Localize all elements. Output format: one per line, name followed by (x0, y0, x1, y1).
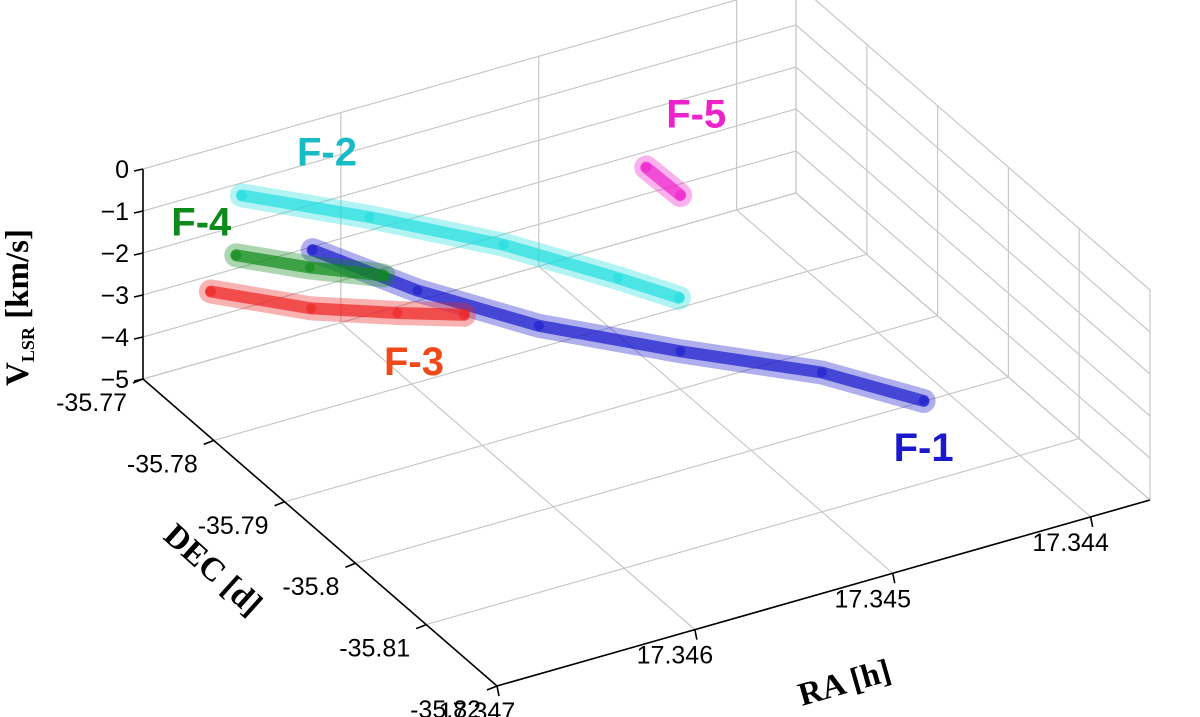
x-tick-mark (891, 573, 896, 584)
series-f-4 (224, 243, 396, 288)
y-tick-mark (415, 623, 427, 630)
floor-grid-ra-1 (340, 322, 696, 631)
z-tick-label: −3 (100, 282, 129, 310)
z-tick-mark (133, 210, 144, 214)
series-tube-core (204, 285, 470, 321)
back-wall-horizontal-3 (142, 108, 797, 296)
series-point (816, 367, 827, 378)
y-tick-label: -35.79 (198, 512, 269, 540)
z-tick-mark (133, 294, 144, 298)
z-tick-label: −4 (100, 324, 129, 352)
right-wall-horizontal-5 (795, 192, 1151, 501)
series-point (675, 346, 686, 357)
y-axis-line (142, 378, 498, 687)
z-tick-label: −1 (100, 198, 129, 226)
floor-grid-dec-3 (355, 376, 1009, 564)
series-point (498, 239, 509, 250)
y-tick-mark (203, 439, 215, 446)
y-tick-label: -35.81 (339, 635, 410, 663)
x-tick-label: 17.345 (835, 585, 911, 613)
x-tick-mark (1089, 516, 1094, 528)
y-tick-mark (486, 685, 498, 691)
series-point (231, 250, 242, 261)
series-point (458, 309, 469, 320)
floor-grid-ra-3 (736, 209, 1092, 518)
series-tube-core (306, 244, 930, 407)
series-point (613, 273, 624, 284)
back-wall-horizontal-5 (142, 192, 797, 380)
series-point (533, 320, 544, 331)
floor-grid-dec-2 (284, 315, 938, 503)
right-wall-horizontal-1 (795, 24, 1151, 333)
z-axis-title: VLSR [km/s] (0, 229, 38, 386)
series-f-3 (198, 279, 476, 327)
x-tick-mark (694, 629, 698, 640)
series-point (392, 307, 403, 318)
series-point (236, 190, 247, 201)
back-wall-horizontal-2 (142, 66, 797, 254)
series-point (918, 395, 929, 406)
series-tube-core (640, 161, 687, 202)
x-tick-label: 17.347 (439, 698, 515, 717)
x-tick-label: 17.344 (1032, 529, 1109, 557)
series-f-1 (300, 238, 936, 413)
back-wall-horizontal-0 (142, 0, 739, 170)
series-point (307, 245, 318, 256)
series-label-f-3: F-3 (384, 340, 444, 384)
right-wall-horizontal-0 (814, 0, 1151, 291)
series-point (306, 303, 317, 314)
back-wall-horizontal-1 (142, 24, 797, 212)
series-point (673, 292, 684, 303)
z-tick-mark (133, 336, 144, 340)
z-tick-label: −2 (100, 240, 129, 268)
z-tick-label: −5 (100, 366, 129, 394)
x-tick-label: 17.346 (637, 642, 713, 670)
series-point (205, 286, 216, 297)
series-label-f-5: F-5 (666, 92, 726, 136)
series-point (304, 262, 315, 273)
right-wall-horizontal-4 (795, 150, 1151, 459)
series-label-f-4: F-4 (171, 200, 232, 244)
y-tick-mark (345, 562, 356, 568)
series-point (675, 190, 686, 201)
label-layer: F-1 F-2 F-3 F-4 F-5 (171, 92, 953, 469)
x-axis-title: RA [h] (794, 653, 895, 714)
back-wall-horizontal-4 (142, 150, 797, 338)
series-point (378, 270, 389, 281)
y-tick-label: -35.82 (410, 696, 481, 717)
axis-layer: 0 −1 −2 −3 −4 −5-35.77 -35.78 -35.79 -35.8 -35.81… (56, 156, 1151, 717)
z-tick-label: 0 (115, 156, 129, 184)
x-tick-mark (496, 685, 500, 697)
series-label-f-1: F-1 (894, 426, 954, 470)
series-point (364, 211, 375, 222)
series-label-f-2: F-2 (297, 130, 357, 174)
x-axis-line (496, 499, 1151, 687)
y-tick-label: -35.8 (282, 573, 339, 601)
right-wall-horizontal-2 (795, 66, 1151, 375)
z-tick-mark (133, 168, 144, 172)
series-point (412, 285, 423, 296)
series-layer (198, 155, 936, 413)
y-tick-label: -35.78 (127, 450, 198, 478)
floor-grid-ra-2 (538, 265, 894, 574)
series-point (641, 162, 652, 173)
y-tick-mark (132, 378, 144, 384)
floor-grid-dec-4 (426, 438, 1080, 626)
right-wall-horizontal-3 (795, 108, 1151, 417)
floor-grid-dec-1 (213, 253, 867, 441)
y-tick-mark (274, 501, 285, 507)
z-tick-mark (133, 252, 144, 256)
series-f-5 (634, 155, 693, 208)
series-f-2 (229, 183, 691, 310)
y-tick-label: -35.77 (56, 389, 127, 417)
svg-text:VLSR [km/s]: VLSR [km/s] (0, 229, 38, 386)
